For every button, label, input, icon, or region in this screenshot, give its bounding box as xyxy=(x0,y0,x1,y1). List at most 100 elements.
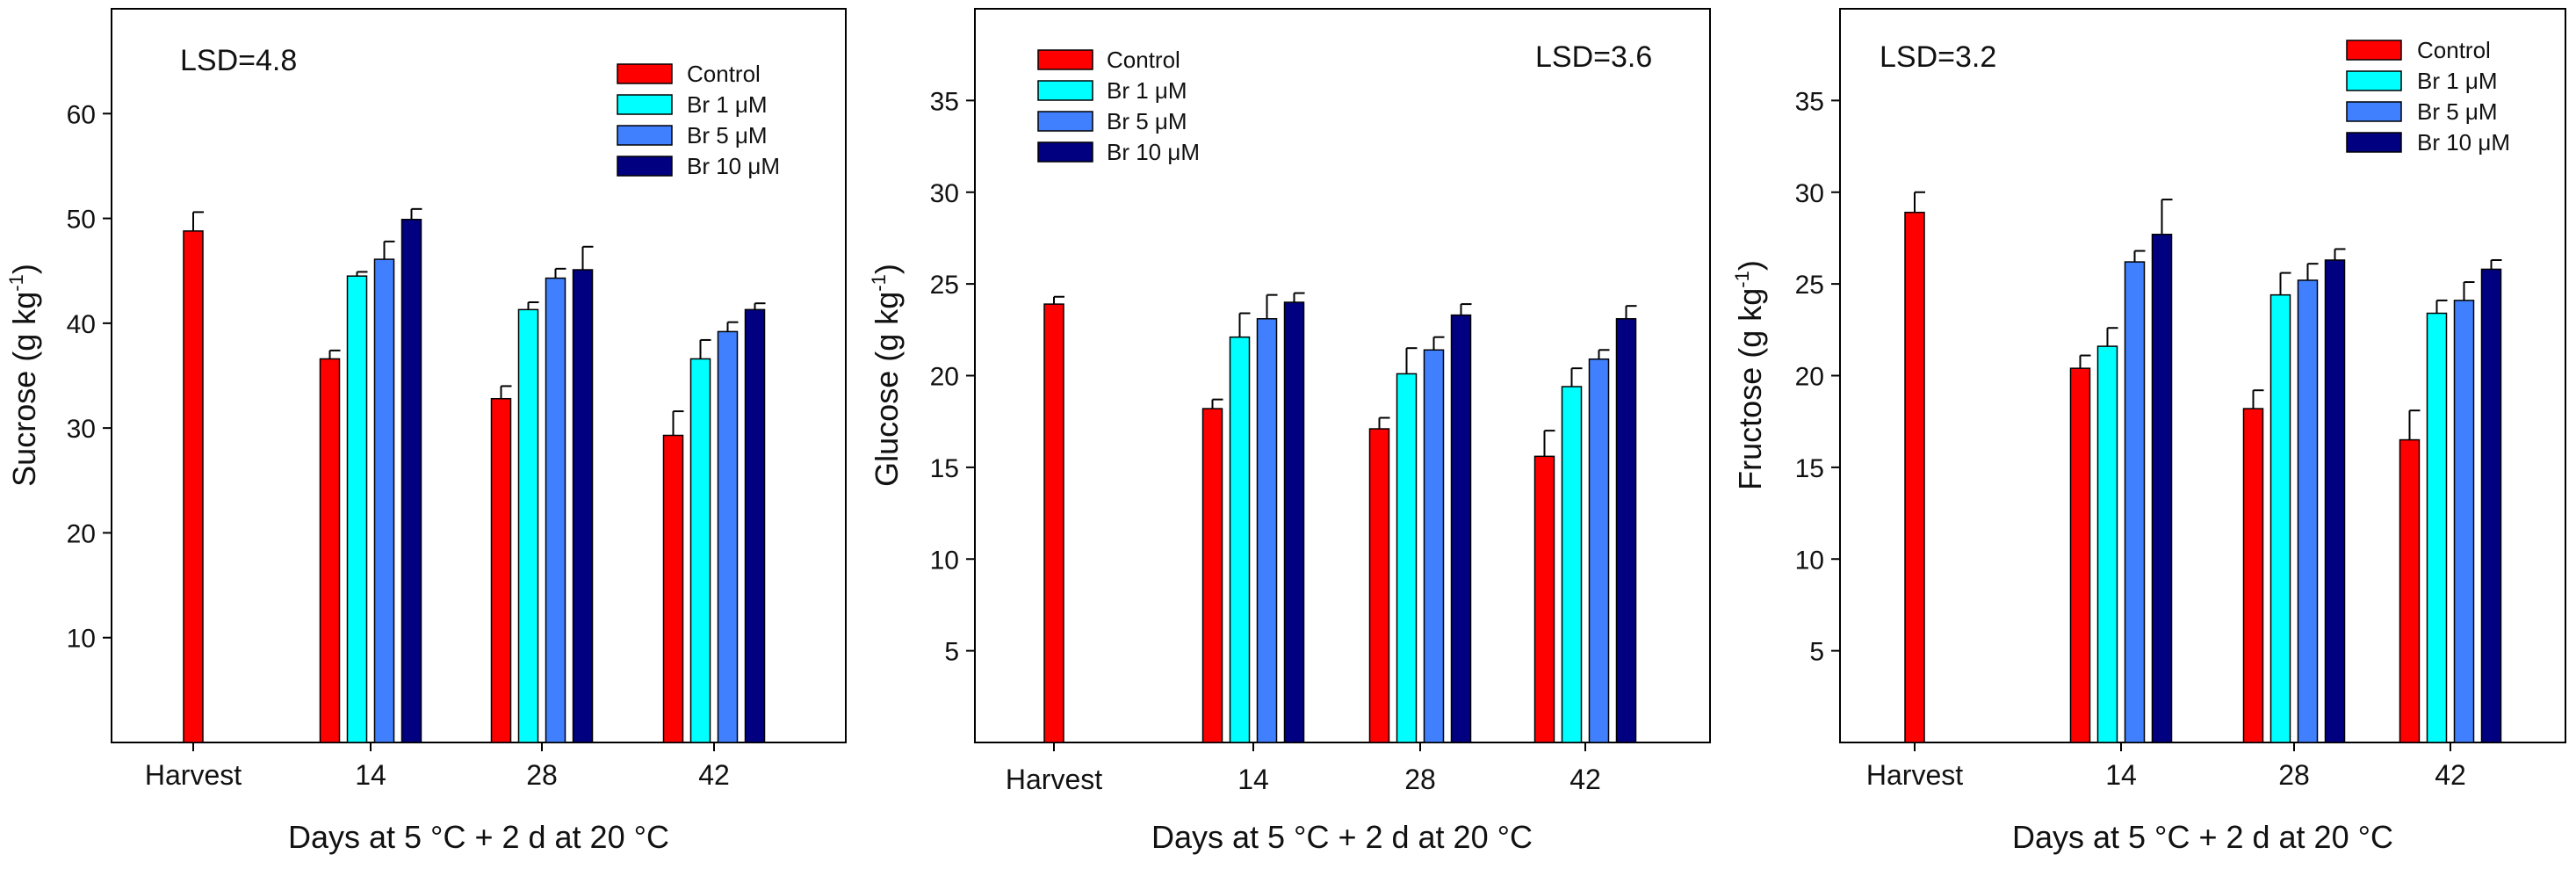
sucrose-legend-swatch xyxy=(617,156,673,177)
sucrose-y-tick-label: 10 xyxy=(67,625,96,654)
sucrose-bar xyxy=(689,358,711,743)
sucrose-y-axis-label-close: ) xyxy=(6,264,42,274)
fructose-y-tick-label: 25 xyxy=(1795,271,1824,300)
sucrose-legend-label: Control xyxy=(687,61,761,87)
sucrose-legend-swatch xyxy=(617,125,673,146)
fructose-legend-swatch xyxy=(2346,132,2402,153)
fructose-bar xyxy=(2324,259,2346,743)
fructose-y-tick-label: 20 xyxy=(1795,363,1824,392)
fructose-bar xyxy=(2453,300,2475,743)
sucrose-x-tick-label: 14 xyxy=(355,759,386,791)
glucose-x-tick-label: 14 xyxy=(1237,764,1269,795)
fructose-x-tick-label: 14 xyxy=(2105,759,2137,791)
fructose-y-tick-label: 10 xyxy=(1795,546,1824,575)
fructose-lsd-label: LSD=3.2 xyxy=(1880,40,1996,74)
sucrose-legend-label: Br 5 μM xyxy=(687,122,768,148)
glucose-bar xyxy=(1368,428,1390,743)
sucrose-legend-label: Br 1 μM xyxy=(687,91,768,118)
fructose-y-axis-label-close: ) xyxy=(1732,260,1768,271)
fructose-bar xyxy=(2426,312,2448,743)
fructose-legend-swatch xyxy=(2346,101,2402,122)
glucose-bar xyxy=(1588,358,1610,743)
fructose-bar xyxy=(2151,234,2173,743)
glucose-legend-label: Br 10 μM xyxy=(1107,139,1200,165)
glucose-legend-label: Br 1 μM xyxy=(1107,77,1187,104)
glucose-bar xyxy=(1615,318,1637,743)
sucrose-bar xyxy=(545,277,566,743)
sucrose-plot-frame xyxy=(111,8,847,743)
sucrose-bar xyxy=(662,434,684,743)
glucose-bar xyxy=(1423,349,1445,743)
glucose-y-tick-label: 10 xyxy=(930,546,959,575)
fructose-bar xyxy=(2399,438,2421,743)
glucose-x-tick-label: Harvest xyxy=(1006,764,1102,795)
fructose-x-axis-label: Days at 5 °C + 2 d at 20 °C xyxy=(2012,819,2393,855)
fructose-bar xyxy=(1904,211,1925,743)
glucose-legend-label: Br 5 μM xyxy=(1107,108,1187,134)
glucose-y-axis-label-close: ) xyxy=(869,264,905,274)
glucose-bar xyxy=(1201,408,1223,743)
glucose-x-axis-label: Days at 5 °C + 2 d at 20 °C xyxy=(1151,819,1533,855)
fructose-y-axis-label: Fructose (g kg-1) xyxy=(1731,260,1768,490)
sucrose-x-axis-label: Days at 5 °C + 2 d at 20 °C xyxy=(288,819,669,855)
glucose-bar xyxy=(1561,386,1583,743)
sucrose-bar xyxy=(400,219,422,743)
sucrose-y-tick-label: 40 xyxy=(67,310,96,339)
glucose-chart-panel: 5 10 15 20 25 30 35 Harvest 14 28 42 LSD=3.6 Control… xyxy=(868,8,1711,855)
glucose-legend-swatch xyxy=(1037,141,1093,163)
fructose-bar xyxy=(2480,268,2502,743)
sucrose-bar xyxy=(744,308,766,743)
glucose-legend-swatch xyxy=(1037,111,1093,132)
fructose-legend-label: Br 5 μM xyxy=(2417,98,2498,125)
glucose-bar xyxy=(1256,318,1278,743)
fructose-y-tick-label: 5 xyxy=(1809,638,1824,667)
glucose-y-axis-label-main: Glucose (g kg xyxy=(869,292,905,487)
sucrose-y-axis-label: Sucrose (g kg-1) xyxy=(5,264,42,487)
fructose-legend-label: Control xyxy=(2417,37,2491,63)
fructose-bar xyxy=(2269,293,2291,743)
sucrose-y-tick-label: 50 xyxy=(67,206,96,235)
glucose-legend-swatch xyxy=(1037,49,1093,70)
sucrose-x-tick-label: 42 xyxy=(698,759,730,791)
glucose-bar xyxy=(1450,314,1472,743)
fructose-y-axis-label-superscript: -1 xyxy=(1731,271,1753,288)
fructose-x-tick-label: 28 xyxy=(2278,759,2310,791)
sucrose-lsd-label: LSD=4.8 xyxy=(180,44,297,77)
glucose-bar xyxy=(1043,303,1064,743)
sucrose-bar xyxy=(490,397,512,743)
glucose-x-tick-label: 42 xyxy=(1569,764,1601,795)
sucrose-y-tick-label: 30 xyxy=(67,415,96,444)
fructose-bar xyxy=(2242,408,2264,743)
sucrose-chart-panel: 10 20 30 40 50 60 Harvest 14 28 42 LSD=4.8 Control B… xyxy=(5,8,847,855)
glucose-bar xyxy=(1396,373,1418,743)
glucose-y-tick-label: 25 xyxy=(930,271,959,300)
fructose-y-tick-label: 30 xyxy=(1795,179,1824,208)
sucrose-y-tick-label: 20 xyxy=(67,519,96,548)
glucose-x-tick-label: 28 xyxy=(1404,764,1436,795)
sucrose-x-tick-label: 28 xyxy=(526,759,558,791)
sucrose-legend-label: Br 10 μM xyxy=(687,153,780,179)
sucrose-y-tick-label: 60 xyxy=(67,100,96,129)
fructose-bar xyxy=(2096,345,2118,743)
glucose-legend-label: Control xyxy=(1107,47,1180,73)
sucrose-legend-swatch xyxy=(617,94,673,115)
glucose-bar xyxy=(1283,301,1305,743)
fructose-legend-swatch xyxy=(2346,70,2402,91)
sucrose-bar xyxy=(572,269,594,743)
fructose-y-tick-label: 35 xyxy=(1795,87,1824,116)
glucose-y-axis-label: Glucose (g kg-1) xyxy=(868,264,905,487)
sucrose-legend-swatch xyxy=(617,63,673,84)
glucose-bar xyxy=(1229,336,1251,743)
sucrose-bar xyxy=(717,330,739,743)
sucrose-bar xyxy=(373,258,395,743)
sucrose-x-tick-label: Harvest xyxy=(145,759,242,791)
glucose-y-tick-label: 30 xyxy=(930,179,959,208)
sucrose-bar xyxy=(517,308,539,743)
sucrose-bar xyxy=(346,275,368,743)
glucose-y-tick-label: 15 xyxy=(930,454,959,483)
fructose-legend-label: Br 1 μM xyxy=(2417,68,2498,94)
glucose-y-axis-label-superscript: -1 xyxy=(868,274,890,292)
fructose-legend-swatch xyxy=(2346,40,2402,61)
glucose-y-tick-label: 5 xyxy=(944,638,959,667)
